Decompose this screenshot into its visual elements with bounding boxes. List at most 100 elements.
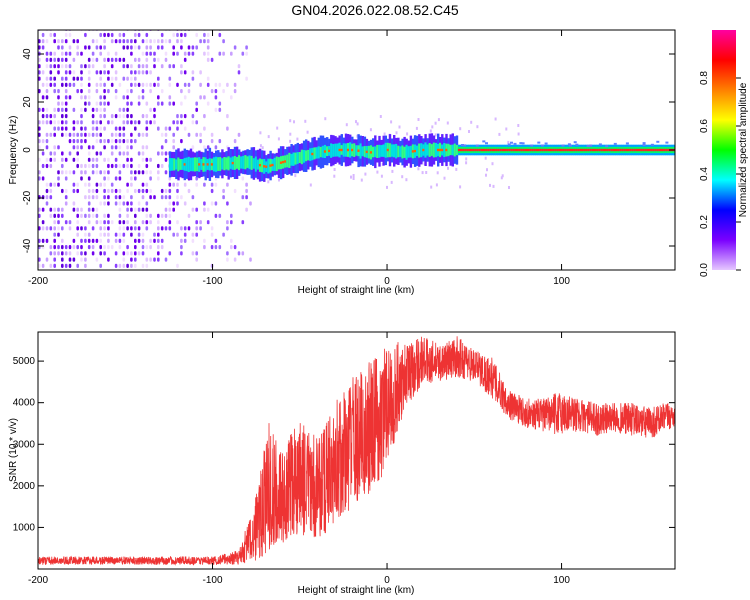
heatmap-noise-cell	[126, 101, 129, 106]
heatmap-noise-cell	[57, 95, 60, 100]
heatmap-noise-cell	[118, 176, 122, 181]
heatmap-noise-cell	[107, 57, 110, 62]
heatmap-noise-cell	[195, 232, 198, 237]
heatmap-noise-cell	[153, 107, 156, 112]
y-tick-label: 1000	[13, 522, 36, 533]
heatmap-signal-cell	[206, 163, 209, 166]
heatmap-noise-cell	[141, 251, 145, 256]
heatmap-noise-cell	[45, 57, 49, 62]
heatmap-noise-cell	[187, 226, 191, 231]
heatmap-signal-cell	[658, 148, 662, 152]
heatmap-faint-cell	[425, 171, 428, 174]
heatmap-noise-cell	[206, 82, 210, 87]
heatmap-noise-cell	[233, 257, 237, 262]
heatmap-noise-cell	[57, 182, 60, 187]
colorbar: 0.0 0.2 0.4 0.6 0.8 Normalized spectral ampl…	[699, 30, 749, 277]
heatmap-signal-cell	[181, 159, 184, 170]
heatmap-noise-cell	[57, 39, 60, 44]
heatmap-noise-cell	[199, 70, 202, 75]
heatmap-noise-cell	[130, 257, 133, 262]
heatmap-noise-cell	[172, 139, 175, 144]
colorbar-label: Normalized spectral amplitude	[738, 82, 749, 217]
heatmap-noise-cell	[134, 263, 137, 268]
heatmap-faint-cell	[417, 118, 420, 121]
heatmap-noise-cell	[38, 157, 41, 162]
heatmap-noise-cell	[160, 89, 164, 94]
heatmap-noise-cell	[76, 145, 79, 150]
heatmap-noise-cell	[141, 89, 145, 94]
heatmap-noise-cell	[80, 76, 83, 81]
heatmap-signal-cell	[543, 148, 547, 152]
heatmap-noise-cell	[41, 95, 45, 100]
heatmap-noise-cell	[80, 82, 83, 87]
heatmap-noise-cell	[141, 238, 145, 243]
heatmap-signal-cell	[514, 148, 517, 152]
heatmap-noise-cell	[87, 220, 91, 225]
heatmap-faint-cell	[434, 133, 437, 137]
heatmap-noise-cell	[107, 51, 110, 56]
heatmap-noise-cell	[134, 126, 137, 131]
heatmap-noise-cell	[80, 163, 83, 169]
heatmap-noise-cell	[87, 82, 91, 87]
heatmap-noise-cell	[103, 176, 106, 181]
heatmap-noise-cell	[80, 170, 83, 175]
heatmap-noise-cell	[149, 176, 152, 181]
heatmap-faint-cell	[289, 139, 292, 143]
heatmap-noise-cell	[137, 57, 141, 62]
heatmap-noise-cell	[164, 226, 168, 231]
heatmap-signal-cell	[518, 148, 521, 152]
heatmap-noise-cell	[187, 213, 191, 218]
heatmap-noise-cell	[103, 195, 106, 200]
heatmap-noise-cell	[64, 114, 68, 119]
heatmap-noise-cell	[187, 45, 191, 50]
heatmap-noise-cell	[141, 157, 145, 162]
heatmap-noise-cell	[180, 238, 183, 243]
heatmap-signal-cell	[317, 146, 320, 159]
heatmap-noise-cell	[191, 232, 195, 237]
heatmap-noise-cell	[76, 89, 79, 94]
heatmap-faint-cell	[289, 119, 292, 123]
heatmap-signal-cell	[179, 159, 182, 170]
heatmap-noise-cell	[87, 70, 91, 75]
heatmap-faint-cell	[294, 174, 297, 178]
heatmap-signal-cell	[491, 148, 494, 152]
heatmap-noise-cell	[149, 120, 152, 125]
heatmap-noise-cell	[245, 207, 248, 212]
heatmap-signal-cell	[217, 157, 220, 171]
heatmap-noise-cell	[137, 64, 141, 69]
heatmap-faint-cell	[267, 135, 270, 139]
heatmap-noise-cell	[41, 120, 45, 125]
heatmap-noise-cell	[99, 182, 102, 187]
heatmap-signal-cell	[612, 148, 616, 152]
heatmap-faint-cell	[605, 145, 609, 148]
heatmap-noise-cell	[241, 176, 245, 181]
heatmap-noise-cell	[80, 226, 83, 231]
heatmap-noise-cell	[57, 45, 60, 50]
heatmap-signal-cell	[432, 142, 436, 158]
heatmap-noise-cell	[38, 207, 41, 212]
heatmap-noise-cell	[107, 170, 110, 175]
heatmap-noise-cell	[237, 64, 241, 69]
heatmap-faint-cell	[589, 144, 593, 147]
heatmap-noise-cell	[87, 45, 91, 50]
heatmap-signal-cell	[558, 148, 561, 152]
heatmap-noise-cell	[245, 188, 248, 194]
heatmap-noise-cell	[114, 176, 118, 181]
heatmap-noise-cell	[45, 89, 49, 94]
heatmap-noise-cell	[45, 201, 49, 206]
heatmap-noise-cell	[68, 170, 72, 175]
heatmap-noise-cell	[53, 51, 56, 56]
heatmap-noise-cell	[49, 32, 53, 38]
heatmap-noise-cell	[99, 101, 102, 106]
heatmap-faint-cell	[492, 184, 495, 188]
heatmap-noise-cell	[145, 182, 149, 187]
heatmap-signal-cell	[407, 146, 410, 158]
heatmap-noise-cell	[84, 64, 87, 69]
y-tick-label: -20	[22, 190, 33, 205]
heatmap-noise-cell	[57, 226, 60, 231]
heatmap-noise-cell	[141, 220, 145, 225]
heatmap-signal-cell	[357, 149, 360, 152]
heatmap-noise-cell	[130, 263, 133, 268]
heatmap-noise-cell	[61, 151, 64, 156]
heatmap-noise-cell	[49, 132, 53, 137]
